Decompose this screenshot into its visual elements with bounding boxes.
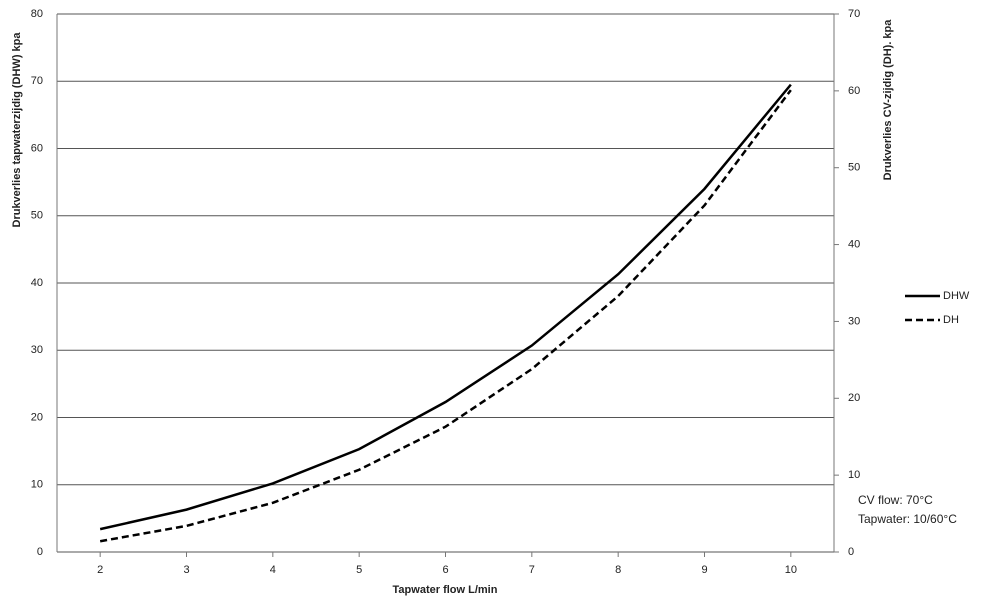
x-tick-label: 3 bbox=[183, 564, 189, 576]
y-tick-label: 10 bbox=[31, 479, 43, 491]
annotation: CV flow: 70°C bbox=[858, 493, 933, 507]
x-axis-title: Tapwater flow L/min bbox=[393, 584, 498, 596]
legend-label: DHW bbox=[943, 290, 970, 302]
data-line bbox=[99, 83, 792, 531]
y-tick-label: 80 bbox=[31, 8, 43, 20]
x-tick-label: 7 bbox=[529, 564, 535, 576]
x-tick-label: 4 bbox=[270, 564, 276, 576]
y2-axis-title: Drukverlies CV-zijdig (DH). kpa bbox=[882, 19, 894, 181]
x-tick-label: 10 bbox=[785, 564, 797, 576]
y-tick-label: 20 bbox=[31, 411, 43, 423]
y-tick-label: 0 bbox=[37, 546, 43, 558]
y-tick-label: 70 bbox=[31, 75, 43, 87]
y2-tick-label: 40 bbox=[848, 238, 860, 250]
x-tick-label: 6 bbox=[442, 564, 448, 576]
y2-tick-label: 50 bbox=[848, 162, 860, 174]
y-tick-label: 30 bbox=[31, 344, 43, 356]
y-tick-label: 40 bbox=[31, 277, 43, 289]
data-line bbox=[99, 89, 792, 543]
y-tick-label: 50 bbox=[31, 210, 43, 222]
y2-tick-label: 30 bbox=[848, 315, 860, 327]
y2-tick-label: 20 bbox=[848, 392, 860, 404]
y2-tick-label: 10 bbox=[848, 469, 860, 481]
x-tick-label: 5 bbox=[356, 564, 362, 576]
y2-tick-label: 0 bbox=[848, 546, 854, 558]
y-axis-title: Drukverlies tapwaterzijdig (DHW) kpa bbox=[11, 32, 23, 228]
legend-label: DH bbox=[943, 314, 959, 326]
y-tick-label: 60 bbox=[31, 142, 43, 154]
annotation: Tapwater: 10/60°C bbox=[858, 512, 957, 526]
x-tick-label: 8 bbox=[615, 564, 621, 576]
x-tick-label: 9 bbox=[701, 564, 707, 576]
x-tick-label: 2 bbox=[97, 564, 103, 576]
y2-tick-label: 70 bbox=[848, 8, 860, 20]
y2-tick-label: 60 bbox=[848, 85, 860, 97]
